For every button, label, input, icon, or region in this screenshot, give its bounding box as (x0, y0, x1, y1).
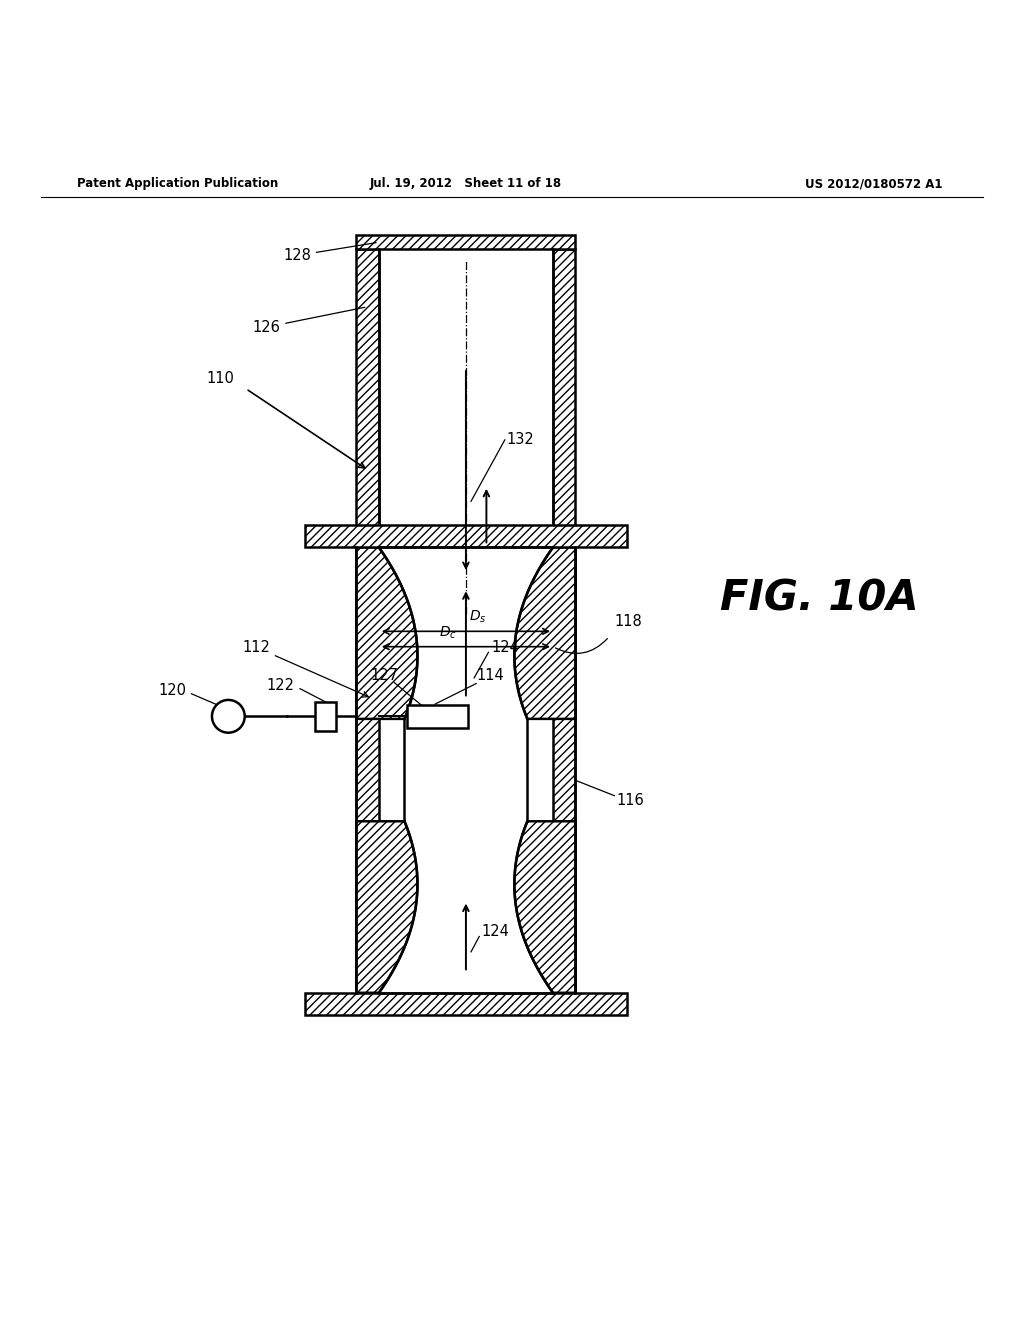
Text: 112: 112 (242, 640, 369, 697)
Text: 118: 118 (614, 614, 642, 628)
Text: 120: 120 (159, 684, 186, 698)
Text: FIG. 10A: FIG. 10A (720, 578, 919, 619)
Bar (553, 548, 575, 993)
Text: 132: 132 (507, 433, 535, 447)
Bar (356, 235, 575, 249)
Text: 116: 116 (616, 793, 644, 808)
Bar (379, 249, 553, 624)
Bar (356, 249, 379, 624)
Text: 114: 114 (476, 668, 504, 682)
Polygon shape (356, 821, 418, 993)
Bar (404, 548, 527, 993)
Text: 110: 110 (206, 371, 234, 385)
Bar (305, 525, 627, 548)
Text: 126: 126 (252, 308, 365, 335)
Text: $D_c$: $D_c$ (438, 624, 457, 640)
Bar (407, 705, 468, 727)
Text: 127: 127 (370, 668, 398, 682)
Bar (356, 548, 379, 993)
Text: 122: 122 (267, 678, 295, 693)
Polygon shape (356, 548, 418, 719)
Bar (553, 249, 575, 624)
Bar (305, 993, 627, 1015)
Text: Jul. 19, 2012   Sheet 11 of 18: Jul. 19, 2012 Sheet 11 of 18 (370, 177, 562, 190)
Circle shape (212, 700, 245, 733)
Text: $D_s$: $D_s$ (469, 609, 487, 626)
Text: 124: 124 (481, 924, 509, 939)
Bar (404, 548, 527, 993)
Text: Patent Application Publication: Patent Application Publication (77, 177, 279, 190)
Text: 128: 128 (283, 243, 376, 263)
Bar (315, 702, 336, 731)
Polygon shape (514, 821, 575, 993)
Text: 124: 124 (492, 640, 519, 655)
Polygon shape (514, 548, 575, 719)
Text: US 2012/0180572 A1: US 2012/0180572 A1 (805, 177, 942, 190)
